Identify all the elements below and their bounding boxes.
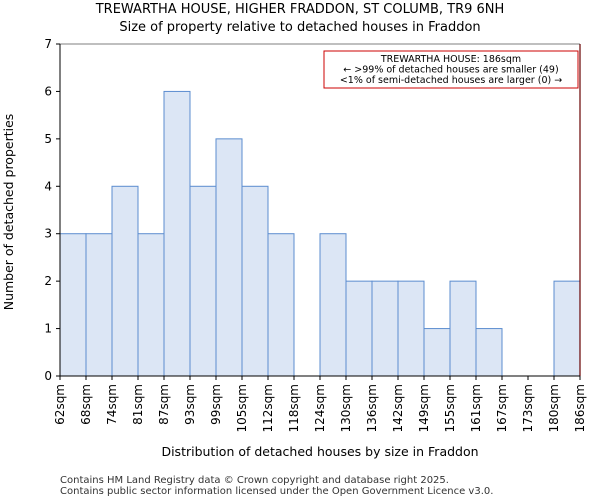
bar	[163, 90, 191, 377]
x-tick-label: 173sqm	[521, 384, 535, 432]
x-tick-label: 149sqm	[417, 384, 431, 432]
bars	[59, 90, 581, 377]
y-tick-label: 7	[44, 37, 52, 51]
x-tick-label: 81sqm	[131, 384, 145, 425]
x-tick-label: 167sqm	[495, 384, 509, 432]
x-tick-label: 142sqm	[391, 384, 405, 432]
annotation-border	[323, 50, 579, 89]
y-tick-label: 5	[44, 132, 52, 146]
x-tick-label: 112sqm	[261, 384, 275, 432]
bar	[423, 328, 451, 377]
x-tick-label: 180sqm	[547, 384, 561, 432]
bar	[319, 233, 347, 377]
bar	[449, 280, 477, 377]
bar	[475, 328, 503, 377]
x-tick-label: 99sqm	[209, 384, 223, 425]
y-tick-label: 0	[44, 369, 52, 383]
bar	[553, 280, 581, 377]
bar	[189, 185, 217, 377]
annotation-line: <1% of semi-detached houses are larger (…	[340, 75, 562, 86]
y-axis-label: Number of detached properties	[1, 114, 16, 311]
x-tick-label: 136sqm	[365, 384, 379, 432]
chart-subtitle: Size of property relative to detached ho…	[119, 20, 480, 35]
footer-text: Contains HM Land Registry data © Crown c…	[60, 475, 449, 486]
x-axis-ticks: 62sqm 68sqm 74sqm 81sqm 87sqm 93sqm 99sqm 105sq…	[53, 376, 587, 432]
bar	[59, 233, 87, 377]
x-tick-label: 161sqm	[469, 384, 483, 432]
y-tick-label: 2	[44, 274, 52, 288]
chart-title: TREWARTHA HOUSE, HIGHER FRADDON, ST COLU…	[95, 2, 505, 17]
x-tick-label: 124sqm	[313, 384, 327, 432]
x-tick-label: 105sqm	[235, 384, 249, 432]
x-tick-label: 74sqm	[105, 384, 119, 425]
x-tick-label: 130sqm	[339, 384, 353, 432]
x-tick-label: 62sqm	[53, 384, 67, 425]
x-axis-label: Distribution of detached houses by size …	[161, 444, 478, 459]
x-tick-label: 87sqm	[157, 384, 171, 425]
y-axis-ticks: 0 1 2 3 4 5 6 7	[44, 37, 60, 383]
x-tick-label: 118sqm	[287, 384, 301, 432]
annotation-line: TREWARTHA HOUSE: 186sqm	[380, 54, 521, 65]
bar	[111, 185, 139, 377]
footer-text: Contains public sector information licen…	[60, 486, 493, 497]
x-tick-label: 155sqm	[443, 384, 457, 432]
x-tick-label: 68sqm	[79, 384, 93, 425]
bar	[267, 233, 295, 377]
bar	[397, 280, 425, 377]
x-tick-label: 93sqm	[183, 384, 197, 425]
bar	[137, 233, 165, 377]
y-tick-label: 6	[44, 84, 52, 98]
x-tick-label: 186sqm	[573, 384, 587, 432]
y-tick-label: 1	[44, 322, 52, 336]
bar	[371, 280, 399, 377]
annotation-box: TREWARTHA HOUSE: 186sqm ← >99% of detach…	[323, 50, 579, 89]
annotation-line: ← >99% of detached houses are smaller (4…	[343, 65, 558, 76]
bar	[345, 280, 373, 377]
bar	[241, 185, 269, 377]
bar	[215, 138, 243, 377]
bar	[85, 233, 113, 377]
y-tick-label: 4	[44, 179, 52, 193]
y-tick-label: 3	[44, 227, 52, 241]
